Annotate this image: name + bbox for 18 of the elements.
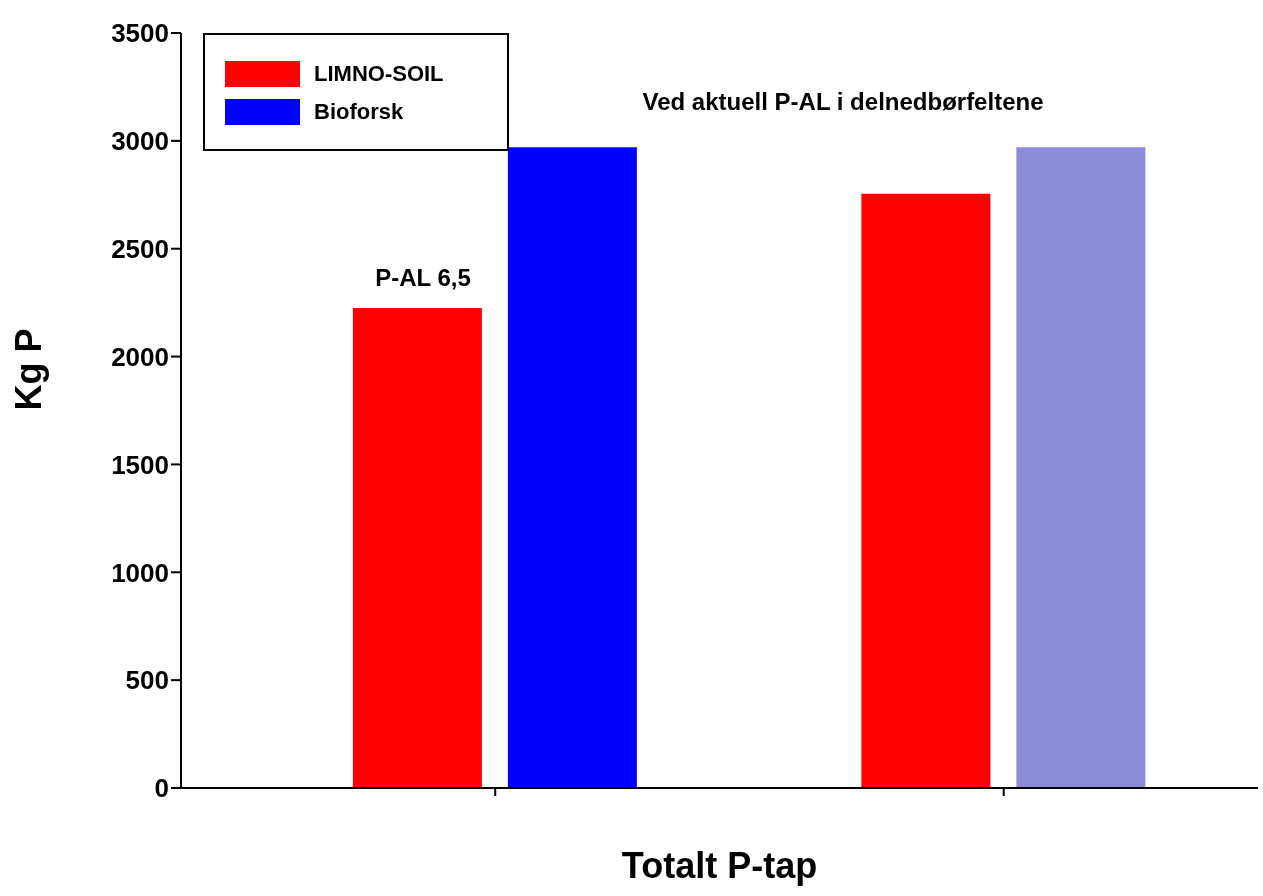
y-tick-label: 3000 (111, 126, 169, 157)
bar (507, 147, 637, 788)
y-tick-label: 2500 (111, 233, 169, 264)
y-axis-title: Kg P (7, 328, 49, 411)
legend-label: LIMNO-SOIL (314, 61, 444, 87)
annotation: Ved aktuell P-AL i delnedbørfeltene (642, 88, 1044, 115)
x-axis-title: Totalt P-tap (621, 845, 818, 886)
bar (861, 193, 991, 788)
y-tick-label: 1500 (111, 449, 169, 480)
y-tick-label: 3500 (111, 18, 169, 49)
y-tick-label: 1000 (111, 557, 169, 588)
bar (352, 308, 482, 788)
bar (1016, 147, 1146, 788)
y-tick-label: 2000 (111, 341, 169, 372)
annotation: P-AL 6,5 (375, 264, 471, 291)
y-tick-label: 0 (154, 773, 169, 804)
y-tick-label: 500 (125, 665, 169, 696)
legend-label: Bioforsk (314, 99, 404, 125)
